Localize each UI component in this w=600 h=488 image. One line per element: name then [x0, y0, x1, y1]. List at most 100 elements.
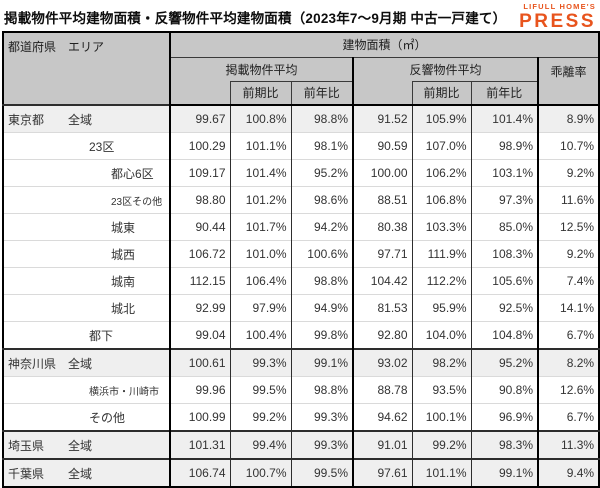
- table-row: 都下 99.04 100.4% 99.8% 92.80 104.0% 104.8…: [3, 321, 600, 349]
- listed-avg-cell: 101.31: [169, 430, 230, 459]
- listed-prev-year-cell: 94.2%: [290, 213, 353, 241]
- brand-logo-top-text: LIFULL HOME'S: [523, 2, 596, 11]
- header-blank-cell: [169, 81, 230, 106]
- response-avg-cell: 100.00: [352, 159, 412, 187]
- listed-prev-year-cell: 98.8%: [290, 104, 353, 133]
- area-cell: その他: [3, 403, 170, 431]
- table-row: 千葉県 全域 106.74 100.7% 99.5% 97.61 101.1% 9…: [3, 458, 600, 487]
- response-avg-cell: 94.62: [352, 403, 412, 431]
- area-label: 全域: [68, 356, 93, 371]
- deviation-cell: 8.9%: [536, 104, 600, 133]
- response-prev-period-cell: 93.5%: [411, 376, 471, 404]
- listed-avg-cell: 99.96: [169, 376, 230, 404]
- area-label: 横浜市・川崎市: [89, 386, 159, 398]
- listed-avg-cell: 99.67: [169, 104, 230, 133]
- area-label: 全域: [68, 112, 93, 127]
- deviation-cell: 9.2%: [536, 240, 600, 268]
- listed-prev-period-cell: 101.1%: [229, 132, 291, 160]
- header-row-1: 都道府県 エリア 建物面積（㎡）: [3, 32, 600, 105]
- response-avg-cell: 97.61: [352, 458, 412, 487]
- response-avg-cell: 97.71: [352, 240, 412, 268]
- area-cell: 城北: [3, 294, 170, 322]
- response-prev-period-cell: 101.1%: [411, 458, 471, 487]
- listed-prev-year-cell: 99.1%: [290, 348, 353, 377]
- listed-avg-cell: 106.74: [169, 458, 230, 487]
- area-label: 城北: [111, 301, 136, 316]
- header-listed-average: 掲載物件平均: [169, 57, 353, 81]
- header-area-label: エリア: [68, 40, 105, 54]
- deviation-cell: 10.7%: [536, 132, 600, 160]
- response-prev-year-cell: 98.9%: [470, 132, 538, 160]
- table-row: 23区その他 98.80 101.2% 98.6% 88.51 106.8% 9…: [3, 186, 600, 214]
- listed-prev-period-cell: 101.2%: [229, 186, 291, 214]
- listed-prev-period-cell: 101.7%: [229, 213, 291, 241]
- area-cell: 城東: [3, 213, 170, 241]
- deviation-cell: 9.2%: [536, 159, 600, 187]
- table-row: 埼玉県 全域 101.31 99.4% 99.3% 91.01 99.2% 98.…: [3, 430, 600, 459]
- prefecture-label: 埼玉県: [8, 438, 45, 453]
- listed-avg-cell: 98.80: [169, 186, 230, 214]
- header-response-average: 反響物件平均: [352, 57, 538, 81]
- area-cell: 23区その他: [3, 186, 170, 214]
- brand-logo-name: PRESS: [519, 10, 596, 32]
- response-prev-year-cell: 104.8%: [470, 321, 538, 349]
- response-avg-cell: 80.38: [352, 213, 412, 241]
- table-row: 神奈川県 全域 100.61 99.3% 99.1% 93.02 98.2% 95…: [3, 348, 600, 377]
- deviation-cell: 7.4%: [536, 267, 600, 295]
- deviation-cell: 14.1%: [536, 294, 600, 322]
- listed-avg-cell: 112.15: [169, 267, 230, 295]
- area-label: 全域: [68, 466, 93, 481]
- table-row: 城南 112.15 106.4% 98.8% 104.42 112.2% 105…: [3, 267, 600, 295]
- area-cell: 都下: [3, 321, 170, 349]
- area-label: 城南: [111, 274, 136, 289]
- listed-avg-cell: 106.72: [169, 240, 230, 268]
- header-listed-prev-period: 前期比: [229, 80, 292, 106]
- listed-prev-year-cell: 98.8%: [290, 267, 353, 295]
- header-response-prev-period: 前期比: [411, 80, 472, 106]
- listed-avg-cell: 99.04: [169, 321, 230, 349]
- response-avg-cell: 91.52: [352, 104, 412, 133]
- header-deviation-rate: 乖離率: [536, 57, 600, 106]
- listed-prev-period-cell: 99.5%: [229, 376, 291, 404]
- response-avg-cell: 91.01: [352, 430, 412, 459]
- listed-prev-period-cell: 100.4%: [229, 321, 291, 349]
- area-label: 23区: [89, 139, 115, 154]
- deviation-cell: 9.4%: [536, 458, 600, 487]
- response-avg-cell: 81.53: [352, 294, 412, 322]
- table-row: 東京都 全域 99.67 100.8% 98.8% 91.52 105.9% 10…: [3, 104, 600, 133]
- response-avg-cell: 93.02: [352, 348, 412, 377]
- table-body: 東京都 全域 99.67 100.8% 98.8% 91.52 105.9% 10…: [3, 104, 600, 487]
- prefecture-label: 千葉県: [8, 466, 45, 481]
- area-cell: 城西: [3, 240, 170, 268]
- listed-prev-period-cell: 99.4%: [229, 430, 291, 459]
- data-table: 都道府県 エリア 建物面積（㎡） 掲載物件平均 反響物件平均 乖離率 前期比 前年…: [2, 31, 600, 488]
- header-listed-prev-year: 前年比: [290, 80, 354, 106]
- header-response-prev-year: 前年比: [470, 80, 539, 106]
- deviation-cell: 6.7%: [536, 321, 600, 349]
- response-prev-year-cell: 90.8%: [470, 376, 538, 404]
- listed-avg-cell: 100.29: [169, 132, 230, 160]
- listed-prev-year-cell: 98.1%: [290, 132, 353, 160]
- response-prev-period-cell: 103.3%: [411, 213, 471, 241]
- area-label: その他: [89, 410, 126, 425]
- response-prev-year-cell: 98.3%: [470, 430, 538, 459]
- listed-avg-cell: 100.99: [169, 403, 230, 431]
- area-label: 都下: [89, 328, 114, 343]
- response-prev-period-cell: 100.1%: [411, 403, 471, 431]
- response-prev-year-cell: 85.0%: [470, 213, 538, 241]
- listed-avg-cell: 92.99: [169, 294, 230, 322]
- response-prev-year-cell: 92.5%: [470, 294, 538, 322]
- deviation-cell: 11.3%: [536, 430, 600, 459]
- response-prev-year-cell: 108.3%: [470, 240, 538, 268]
- page-title: 掲載物件平均建物面積・反響物件平均建物面積（2023年7〜9月期 中古一戸建て）: [4, 11, 507, 26]
- header-prefecture-label: 都道府県: [8, 40, 57, 54]
- prefecture-label: 神奈川県: [8, 356, 57, 371]
- response-avg-cell: 88.78: [352, 376, 412, 404]
- header-blank-cell: [352, 81, 412, 106]
- listed-prev-year-cell: 99.5%: [290, 458, 353, 487]
- response-prev-year-cell: 99.1%: [470, 458, 538, 487]
- response-prev-year-cell: 95.2%: [470, 348, 538, 377]
- listed-prev-year-cell: 95.2%: [290, 159, 353, 187]
- response-prev-period-cell: 95.9%: [411, 294, 471, 322]
- response-prev-year-cell: 101.4%: [470, 104, 538, 133]
